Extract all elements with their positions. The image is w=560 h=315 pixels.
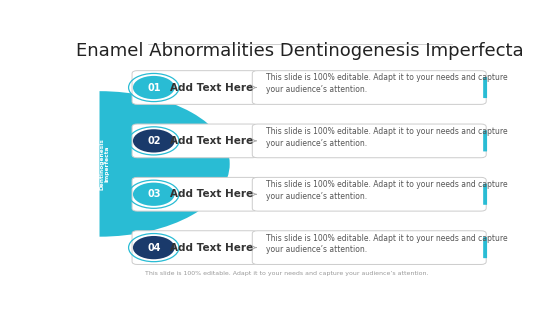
Text: 02: 02 [147, 136, 161, 146]
Text: This slide is 100% editable. Adapt it to your needs and capture
your audience’s : This slide is 100% editable. Adapt it to… [266, 73, 508, 94]
Text: 04: 04 [147, 243, 161, 253]
FancyBboxPatch shape [132, 124, 258, 158]
Text: Add Text Here: Add Text Here [170, 136, 254, 146]
FancyBboxPatch shape [252, 231, 486, 265]
FancyBboxPatch shape [483, 130, 487, 152]
Text: This slide is 100% editable. Adapt it to your needs and capture your audience’s : This slide is 100% editable. Adapt it to… [145, 271, 429, 276]
FancyBboxPatch shape [252, 124, 486, 158]
FancyBboxPatch shape [483, 237, 487, 258]
Text: Add Text Here: Add Text Here [170, 243, 254, 253]
Text: This slide is 100% editable. Adapt it to your needs and capture
your audience’s : This slide is 100% editable. Adapt it to… [266, 180, 508, 201]
Text: 01: 01 [147, 83, 161, 93]
Circle shape [133, 236, 175, 259]
FancyBboxPatch shape [252, 71, 486, 104]
Text: Enamel Abnormalities Dentinogenesis Imperfecta: Enamel Abnormalities Dentinogenesis Impe… [76, 42, 524, 60]
Text: Add Text Here: Add Text Here [170, 83, 254, 93]
Circle shape [133, 129, 175, 152]
Text: 03: 03 [147, 189, 161, 199]
FancyBboxPatch shape [483, 184, 487, 205]
FancyBboxPatch shape [132, 177, 258, 211]
Circle shape [133, 183, 175, 206]
FancyBboxPatch shape [483, 77, 487, 98]
Text: Add Text Here: Add Text Here [170, 189, 254, 199]
FancyBboxPatch shape [132, 71, 258, 104]
FancyBboxPatch shape [252, 177, 486, 211]
Text: This slide is 100% editable. Adapt it to your needs and capture
your audience’s : This slide is 100% editable. Adapt it to… [266, 127, 508, 148]
Text: This slide is 100% editable. Adapt it to your needs and capture
your audience’s : This slide is 100% editable. Adapt it to… [266, 233, 508, 255]
Wedge shape [100, 91, 230, 237]
Text: Enamel Abnormalities
Dentinogenesis
Imperfecta: Enamel Abnormalities Dentinogenesis Impe… [94, 127, 110, 201]
FancyBboxPatch shape [132, 231, 258, 265]
Circle shape [133, 76, 175, 99]
